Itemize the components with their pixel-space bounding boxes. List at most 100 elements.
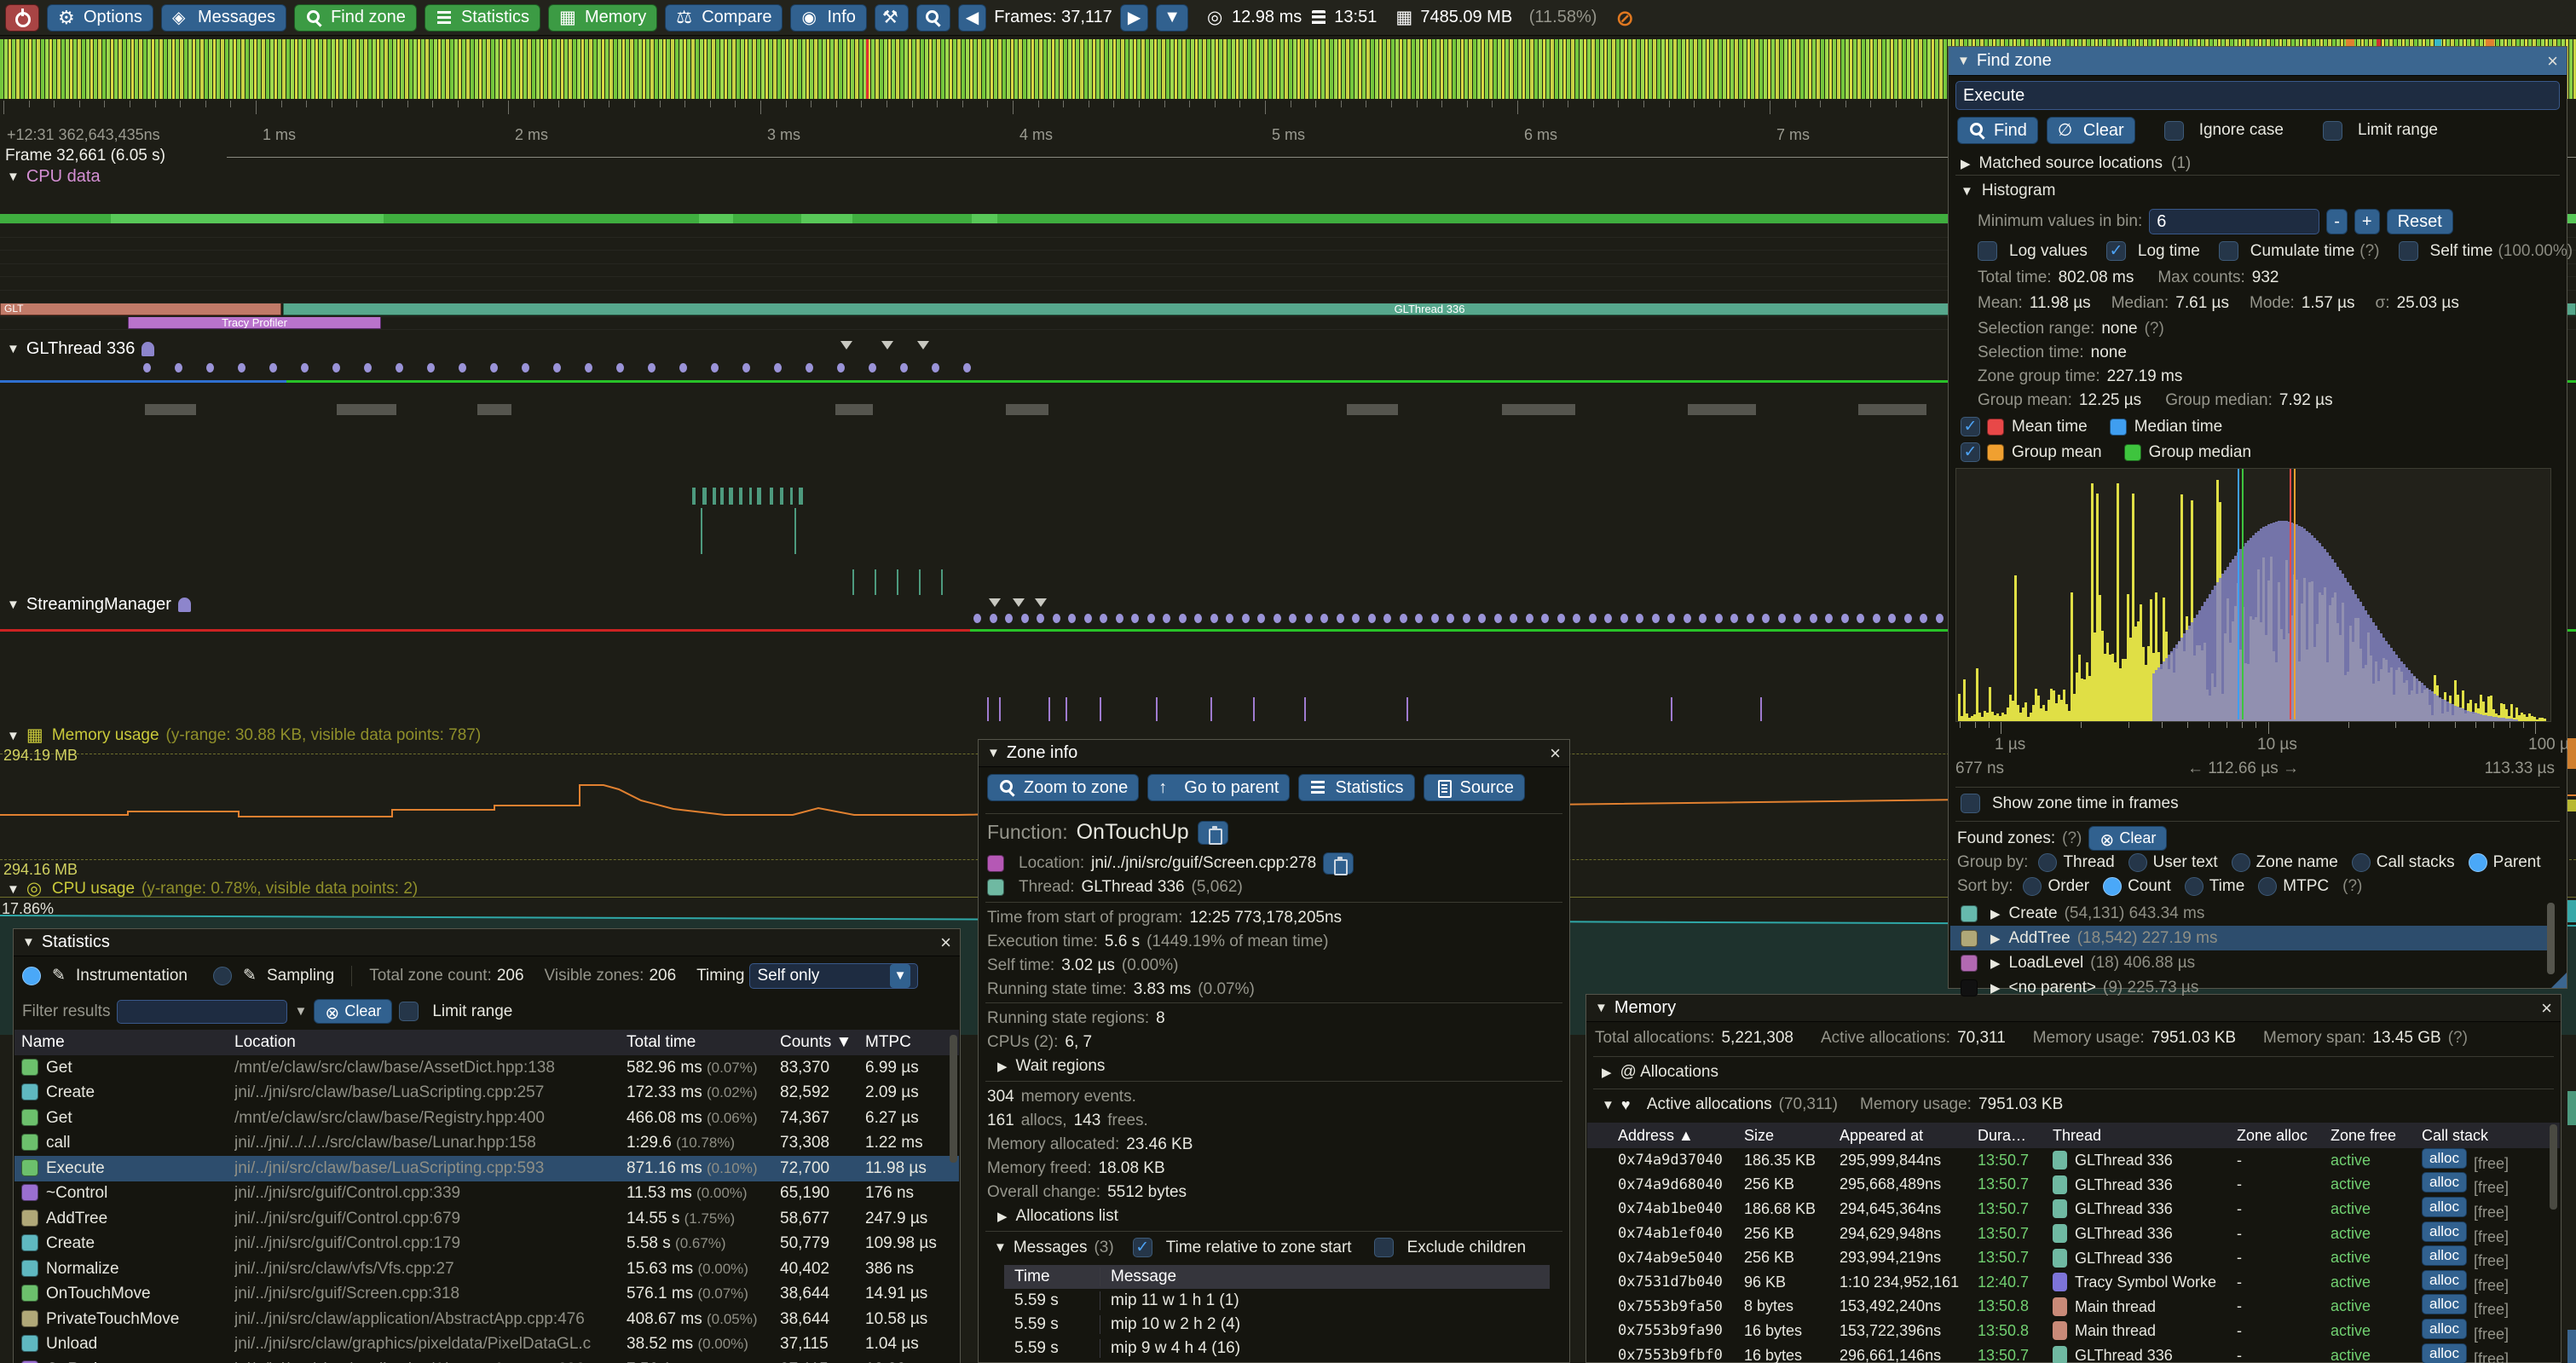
matched-locations-expander[interactable]: Matched source locations(1) bbox=[1961, 154, 2192, 173]
resize-grip[interactable] bbox=[2551, 973, 2567, 988]
alloc-callstack-button[interactable]: alloc bbox=[2422, 1196, 2467, 1217]
zoom-button[interactable] bbox=[915, 3, 950, 32]
column-header[interactable]: Call stack bbox=[2422, 1126, 2489, 1144]
group-by-radio[interactable]: Parent bbox=[2468, 853, 2541, 872]
cpu7-zone-tracy[interactable]: Tracy Profiler bbox=[128, 315, 381, 329]
min-bin-input[interactable]: 6 bbox=[2149, 209, 2320, 234]
messages-table-header[interactable]: Time Message bbox=[1004, 1265, 1550, 1289]
next-frame-button[interactable]: ▶ bbox=[1119, 3, 1149, 32]
sort-by-radio[interactable]: Count bbox=[2103, 877, 2171, 896]
limit-range-checkbox[interactable] bbox=[2323, 120, 2342, 141]
time-ruler[interactable]: 1 ms 2 ms 3 ms 4 ms 5 ms 6 ms 7 ms bbox=[0, 101, 2576, 152]
table-row[interactable]: AddTree jni/../jni/src/guif/Control.cpp:… bbox=[14, 1206, 959, 1232]
group-mean-median-checkbox[interactable] bbox=[1961, 442, 1980, 462]
close-icon[interactable]: × bbox=[2541, 996, 2552, 1019]
alloc-callstack-button[interactable]: alloc bbox=[2422, 1245, 2467, 1267]
active-allocations-expander[interactable]: Active allocations(70,311) Memory usage:… bbox=[1602, 1095, 2063, 1114]
frame-dropdown-button[interactable]: ▼ bbox=[1156, 3, 1188, 32]
instrumentation-radio[interactable] bbox=[22, 967, 41, 985]
cumulate-time-checkbox[interactable] bbox=[2218, 241, 2238, 261]
table-row[interactable]: Create jni/../jni/src/claw/base/LuaScrip… bbox=[14, 1081, 959, 1106]
memory-panel-titlebar[interactable]: Memory× bbox=[1586, 995, 2561, 1022]
copy-location-button[interactable] bbox=[1323, 852, 1354, 875]
zoom-to-zone-button[interactable]: Zoom to zone bbox=[987, 774, 1140, 801]
alloc-callstack-button[interactable]: alloc bbox=[2422, 1343, 2467, 1363]
allocation-row[interactable]: 0x74a9d68040 256 KB 295,668,489ns 13:50.… bbox=[1618, 1172, 2509, 1197]
alloc-callstack-button[interactable]: alloc bbox=[2422, 1221, 2467, 1242]
scrollbar-thumb[interactable] bbox=[950, 1035, 957, 1163]
statistics-panel-titlebar[interactable]: Statistics× bbox=[14, 929, 960, 956]
table-row[interactable]: call jni/../jni/../../../src/claw/base/L… bbox=[14, 1131, 959, 1157]
found-zone-row[interactable]: LoadLevel (18) 406.88 µs bbox=[1950, 950, 2547, 975]
message-triangle[interactable] bbox=[1013, 598, 1025, 607]
allocation-row[interactable]: 0x74ab1ef040 256 KB 294,629,948ns 13:50.… bbox=[1618, 1221, 2509, 1245]
table-row[interactable]: OnTouchMove jni/../jni/src/guif/Screen.c… bbox=[14, 1282, 959, 1308]
table-row[interactable]: PrivateTouchMove jni/../jni/src/claw/app… bbox=[14, 1307, 959, 1332]
column-header[interactable]: Time bbox=[1014, 1268, 1050, 1285]
prev-frame-button[interactable]: ◀ bbox=[957, 3, 987, 32]
sort-by-radio[interactable]: Time bbox=[2184, 877, 2244, 896]
limit-range-checkbox[interactable] bbox=[399, 1002, 419, 1021]
column-header[interactable]: MTPC bbox=[865, 1033, 911, 1051]
scrollbar-thumb[interactable] bbox=[2550, 1124, 2557, 1210]
message-triangle[interactable] bbox=[989, 598, 1001, 607]
column-header[interactable]: Zone free bbox=[2331, 1126, 2397, 1144]
message-row[interactable]: 5.59 s mip 9 w 4 h 4 (16) bbox=[1004, 1337, 1550, 1360]
self-time-checkbox[interactable] bbox=[2398, 241, 2418, 261]
close-icon[interactable]: × bbox=[1550, 742, 1561, 764]
column-header[interactable]: Zone alloc bbox=[2237, 1126, 2308, 1144]
toolbar-button[interactable]: Compare bbox=[665, 3, 783, 32]
close-icon[interactable]: × bbox=[2547, 49, 2558, 72]
table-row[interactable]: OnRedraw jni/../jni/src/claw/application… bbox=[14, 1357, 959, 1363]
table-row[interactable]: Unload jni/../jni/src/claw/graphics/pixe… bbox=[14, 1332, 959, 1358]
found-zone-row[interactable]: AddTree (18,542) 227.19 ms bbox=[1950, 926, 2547, 950]
statistics-button[interactable]: Statistics bbox=[1298, 774, 1415, 801]
column-header[interactable]: Size bbox=[1744, 1126, 1775, 1144]
streamingmanager-section-header[interactable]: StreamingManager bbox=[7, 595, 191, 615]
group-by-radio[interactable]: User text bbox=[2128, 853, 2218, 872]
found-zone-row[interactable]: Create (54,131) 643.34 ms bbox=[1950, 901, 2547, 926]
column-header[interactable]: Location bbox=[234, 1033, 296, 1051]
alloc-callstack-button[interactable]: alloc bbox=[2422, 1172, 2467, 1193]
power-button[interactable] bbox=[5, 3, 39, 32]
toolbar-button[interactable]: Info bbox=[790, 3, 867, 32]
table-row[interactable]: Get /mnt/e/claw/src/claw/base/Registry.h… bbox=[14, 1106, 959, 1131]
mean-median-checkbox[interactable] bbox=[1961, 417, 1980, 436]
message-row[interactable]: 5.59 s mip 11 w 1 h 1 (1) bbox=[1004, 1289, 1550, 1313]
toolbar-button[interactable]: Find zone bbox=[294, 3, 417, 32]
found-zone-row[interactable]: <no parent> (9) 225.73 µs bbox=[1950, 975, 2547, 1000]
go-to-parent-button[interactable]: Go to parent bbox=[1147, 774, 1291, 801]
reset-button[interactable]: Reset bbox=[2386, 209, 2453, 234]
histogram-plot[interactable] bbox=[1955, 468, 2551, 722]
group-by-radio[interactable]: Call stacks bbox=[2351, 853, 2455, 872]
column-header[interactable]: Total time bbox=[627, 1033, 696, 1051]
disconnected-icon[interactable] bbox=[1615, 9, 1634, 27]
message-triangle[interactable] bbox=[881, 341, 893, 349]
filter-clear-button[interactable]: Clear bbox=[314, 999, 393, 1024]
cpu-data-section-header[interactable]: CPU data bbox=[7, 167, 101, 187]
funnel-icon[interactable]: ▼ bbox=[294, 1004, 308, 1019]
message-triangle[interactable] bbox=[1035, 598, 1047, 607]
sort-by-radio[interactable]: Order bbox=[2023, 877, 2089, 896]
sort-by-radio[interactable]: MTPC bbox=[2258, 877, 2329, 896]
zone-info-titlebar[interactable]: Zone info× bbox=[979, 740, 1569, 767]
cpu-usage-section-header[interactable]: CPU usage(y-range: 0.78%, visible data p… bbox=[7, 880, 418, 898]
alloc-callstack-button[interactable]: alloc bbox=[2422, 1147, 2467, 1169]
found-clear-button[interactable]: Clear bbox=[2088, 826, 2168, 851]
column-header[interactable]: Dura… bbox=[1978, 1126, 2027, 1144]
log-time-checkbox[interactable] bbox=[2105, 241, 2126, 261]
toolbar-button[interactable]: Memory bbox=[547, 3, 658, 32]
copy-function-button[interactable] bbox=[1197, 820, 1228, 845]
allocation-row[interactable]: 0x74ab1be040 186.68 KB 294,645,364ns 13:… bbox=[1618, 1196, 2509, 1221]
memory-table-header[interactable]: Address ▲ Size Appeared at Dura… Thread Zone … bbox=[1587, 1123, 2560, 1148]
allocation-row[interactable]: 0x7553b9fa50 8 bytes 153,492,240ns 13:50… bbox=[1618, 1294, 2509, 1319]
column-header[interactable]: Thread bbox=[2053, 1126, 2102, 1144]
wait-regions-expander[interactable]: Wait regions bbox=[997, 1057, 1106, 1076]
column-header[interactable]: Message bbox=[1100, 1268, 1550, 1286]
table-row[interactable]: Create jni/../jni/src/guif/Control.cpp:1… bbox=[14, 1232, 959, 1257]
allocations-list-expander[interactable]: Allocations list bbox=[997, 1207, 1118, 1226]
min-bin-increase-button[interactable]: + bbox=[2354, 209, 2380, 234]
time-relative-checkbox[interactable] bbox=[1132, 1238, 1152, 1257]
table-row[interactable]: Normalize jni/../jni/src/claw/vfs/Vfs.cp… bbox=[14, 1256, 959, 1282]
alloc-callstack-button[interactable]: alloc bbox=[2422, 1269, 2467, 1291]
